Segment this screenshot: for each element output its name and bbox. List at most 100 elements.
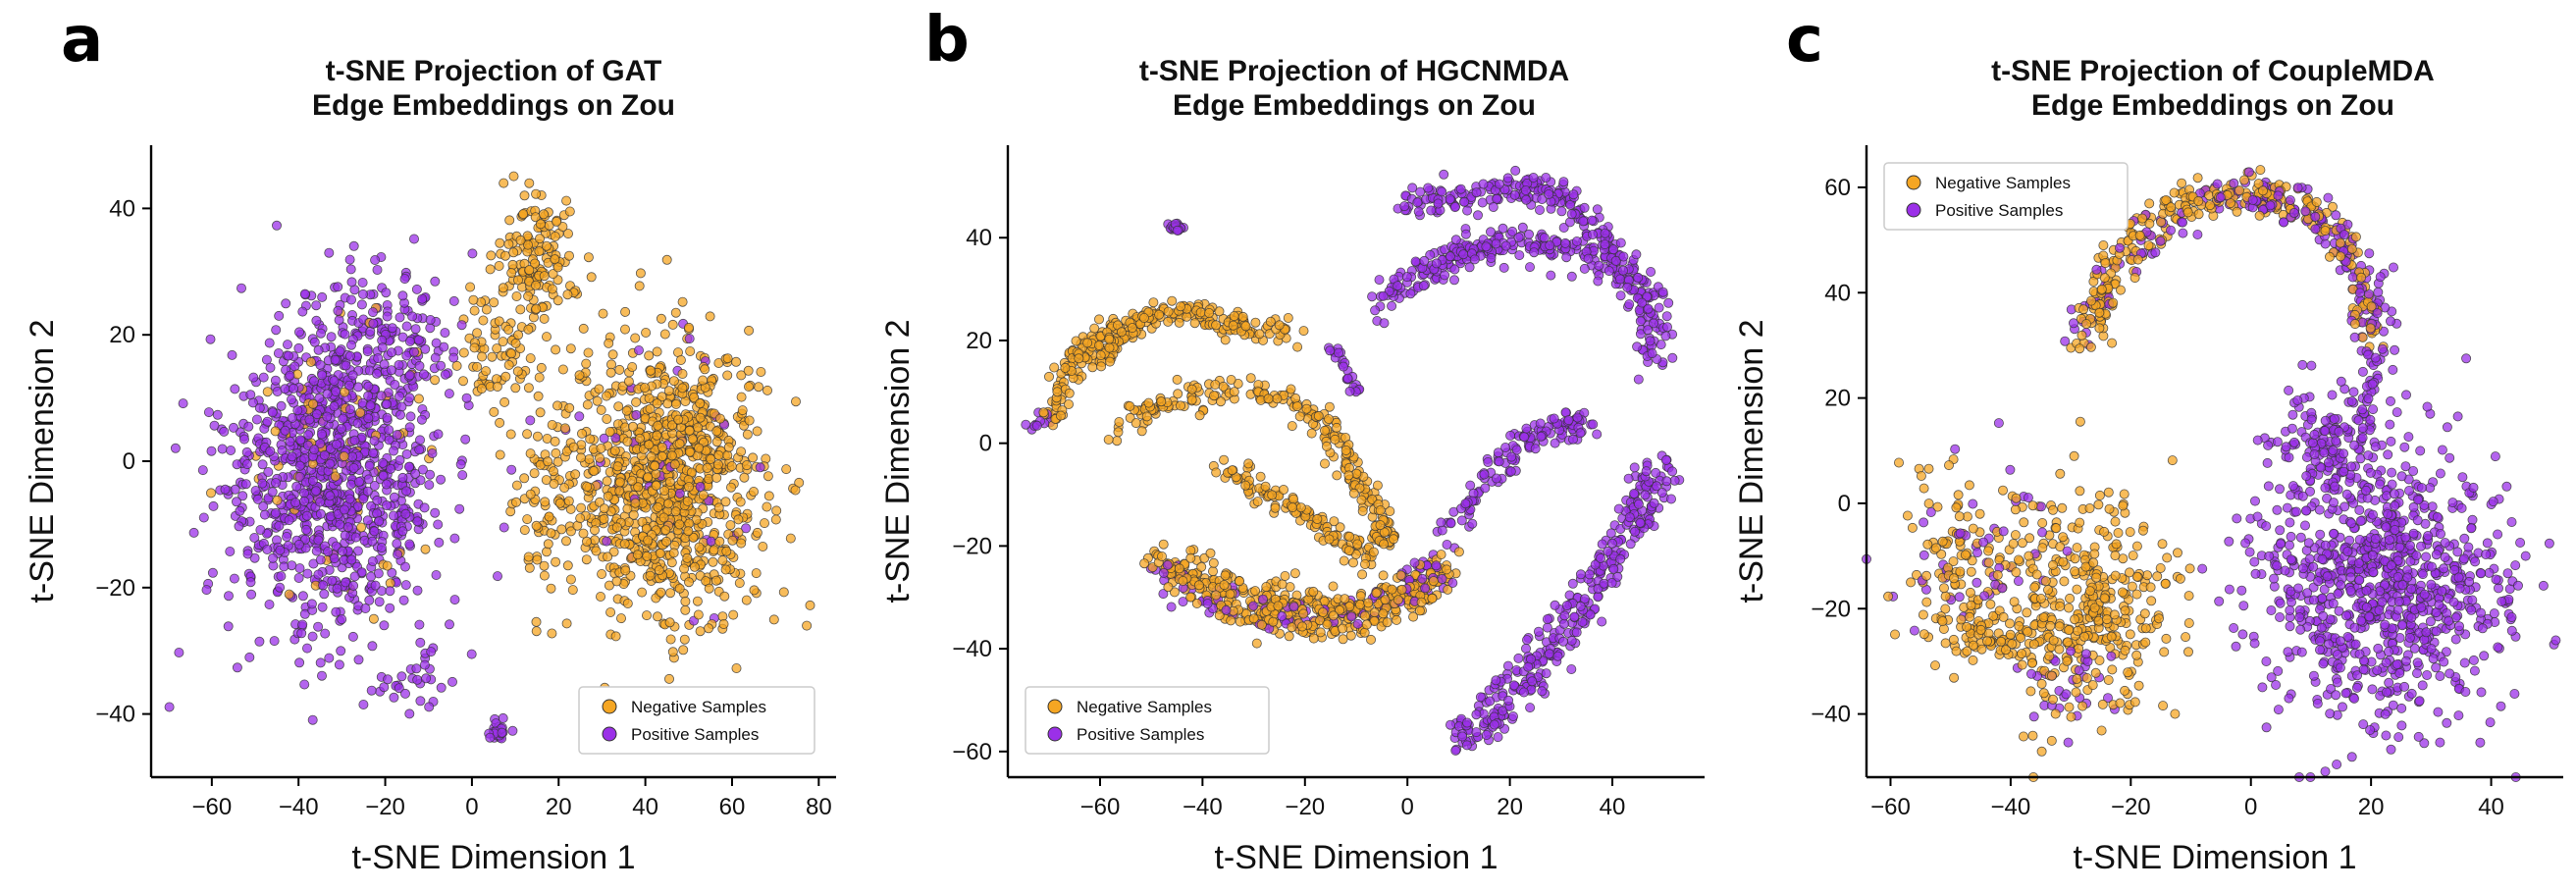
positive-point (412, 585, 423, 596)
negative-point (666, 557, 677, 568)
negative-point (785, 533, 796, 544)
negative-point (568, 442, 579, 452)
positive-point (1417, 573, 1428, 584)
positive-point (1481, 730, 1492, 741)
positive-point (1603, 546, 1613, 556)
negative-point (1082, 338, 1093, 348)
negative-point (1220, 335, 1231, 345)
panel-b-xlabel: t-SNE Dimension 1 (1214, 839, 1498, 876)
positive-point (317, 602, 328, 612)
negative-point (1272, 394, 1283, 404)
negative-point (725, 520, 736, 531)
positive-point (1545, 240, 1555, 251)
negative-point (1393, 595, 1403, 605)
positive-point (1521, 423, 1532, 434)
positive-point (1446, 518, 1456, 529)
negative-point (684, 446, 695, 457)
negative-point (1344, 531, 1355, 542)
negative-point (1371, 588, 1382, 599)
positive-point (419, 502, 430, 513)
positive-point (1491, 473, 1501, 484)
negative-point (1237, 311, 1248, 322)
negative-point (1104, 342, 1115, 353)
positive-point (201, 585, 212, 596)
positive-point (1662, 322, 1673, 333)
negative-point (567, 585, 578, 596)
negative-point (1378, 570, 1389, 581)
negative-point (1176, 400, 1186, 411)
negative-point (741, 460, 752, 471)
negative-point (664, 617, 675, 628)
negative-point (749, 486, 760, 497)
negative-point (1095, 350, 1106, 361)
positive-point (317, 370, 328, 381)
negative-point (505, 429, 516, 440)
positive-point (1632, 341, 1643, 352)
positive-point (1401, 272, 1412, 283)
negative-point (368, 613, 379, 624)
positive-point (449, 533, 460, 544)
positive-point (365, 400, 376, 411)
positive-point (492, 571, 502, 582)
positive-point (1458, 249, 1469, 260)
negative-point (678, 645, 689, 656)
positive-point (203, 407, 214, 418)
positive-point (1594, 260, 1604, 271)
positive-point (322, 411, 333, 422)
positive-point (315, 328, 326, 339)
negative-point (739, 472, 750, 483)
positive-point (1575, 569, 1586, 580)
positive-point (1597, 616, 1607, 627)
positive-point (345, 294, 356, 305)
positive-point (295, 435, 306, 446)
negative-point (339, 451, 349, 462)
negative-point (1114, 416, 1125, 427)
negative-point (1359, 610, 1370, 621)
positive-point (1618, 251, 1629, 262)
negative-point (781, 464, 792, 475)
positive-point (1352, 618, 1363, 629)
panel-a-ylabel: t-SNE Dimension 2 (24, 319, 61, 603)
positive-point (1494, 456, 1504, 467)
y-tick-label: −40 (952, 636, 992, 662)
negative-point (1248, 613, 1259, 624)
negative-point (670, 307, 681, 318)
negative-point (605, 427, 615, 438)
positive-point (2388, 262, 2398, 273)
positive-point (227, 349, 237, 360)
negative-point (1322, 441, 1333, 451)
positive-point (394, 454, 405, 465)
positive-point (320, 628, 331, 639)
positive-point (276, 571, 287, 582)
positive-point (1624, 299, 1635, 310)
negative-point (532, 431, 543, 442)
negative-point (613, 401, 624, 412)
x-tick-label: 0 (1401, 794, 1414, 820)
positive-point (293, 539, 304, 550)
positive-point (350, 532, 361, 543)
positive-point (265, 446, 276, 456)
panel-b-legend-negative-marker (1047, 699, 1063, 714)
negative-point (485, 264, 496, 275)
negative-point (503, 324, 514, 335)
positive-point (198, 512, 209, 523)
negative-point (574, 370, 585, 381)
negative-point (495, 449, 505, 460)
positive-point (1666, 494, 1677, 504)
negative-point (1288, 494, 1299, 504)
positive-point (301, 643, 312, 654)
positive-point (340, 530, 350, 541)
positive-point (345, 264, 356, 275)
positive-point (270, 375, 281, 386)
positive-point (506, 464, 517, 475)
negative-point (1308, 586, 1319, 597)
negative-point (695, 412, 706, 423)
negative-point (1240, 480, 1251, 491)
positive-point (382, 311, 393, 322)
positive-point (1608, 563, 1619, 574)
positive-point (307, 714, 318, 725)
negative-point (451, 360, 462, 371)
positive-point (1158, 568, 1169, 579)
positive-point (1600, 228, 1610, 238)
